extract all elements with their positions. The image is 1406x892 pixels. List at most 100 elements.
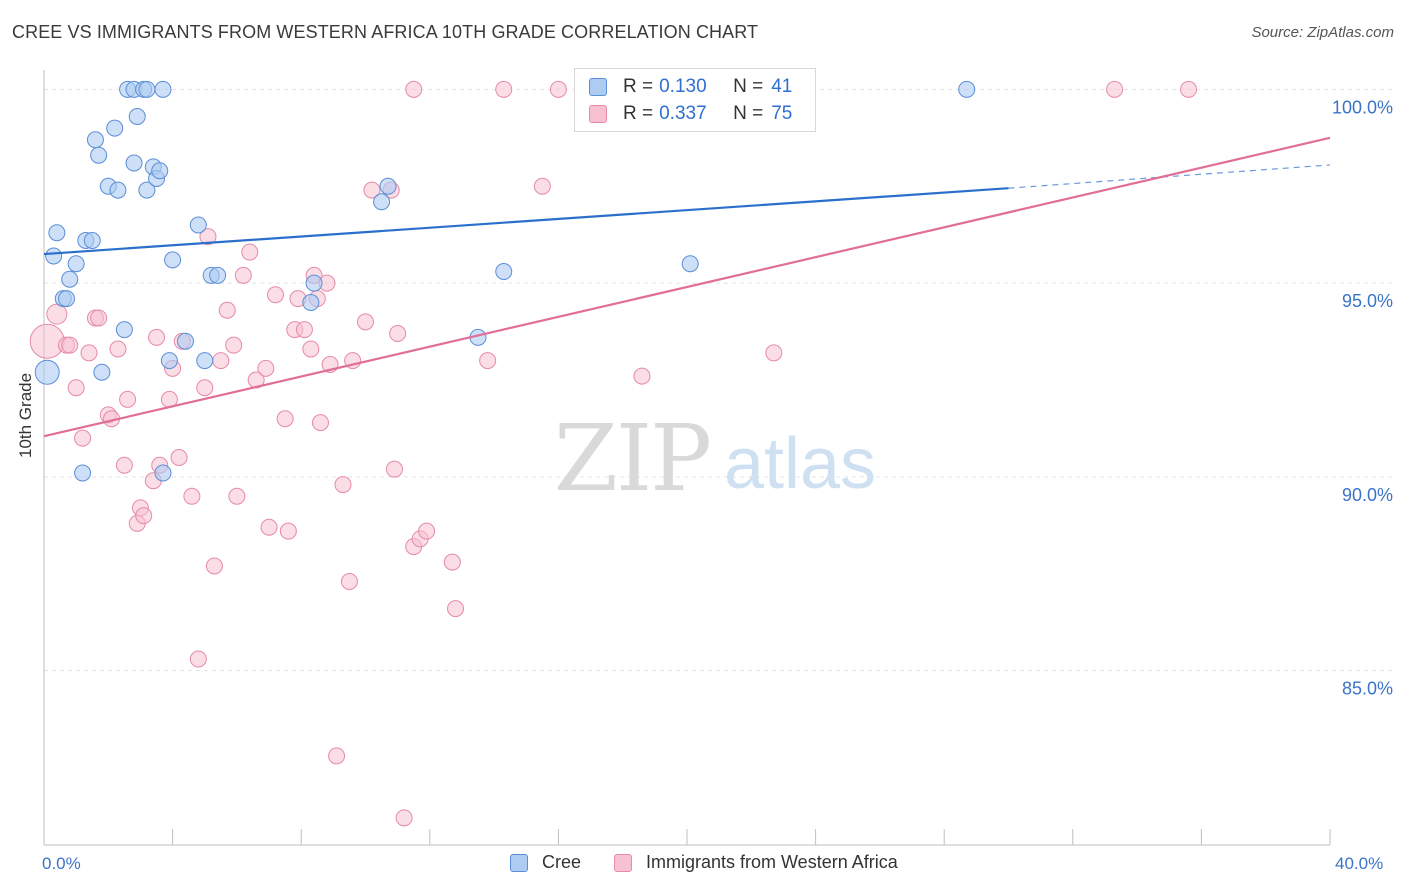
- cree-point: [160, 352, 178, 370]
- cree-point: [164, 251, 182, 269]
- x-tick-min: 0.0%: [42, 854, 81, 873]
- cree-point: [115, 321, 133, 339]
- legend-row-immigrants: R = 0.337 N = 75: [589, 102, 792, 126]
- cree-point: [106, 119, 124, 137]
- immigrants-point: [199, 228, 217, 246]
- cree-point: [151, 162, 169, 180]
- cree-point: [83, 232, 101, 249]
- immigrants-point: [119, 390, 137, 408]
- cree-point: [495, 263, 513, 280]
- immigrants-point: [340, 573, 358, 590]
- cree-swatch: [589, 78, 607, 96]
- immigrants-point: [228, 487, 246, 505]
- trend-lines: [43, 136, 1331, 438]
- cree-point: [138, 80, 156, 98]
- y-tick-label: 90.0%: [1342, 485, 1393, 505]
- immigrants-point: [46, 303, 68, 325]
- immigrants-point: [1180, 80, 1198, 98]
- immigrants-point: [80, 344, 98, 362]
- cree-point: [209, 266, 227, 284]
- immigrants-point: [115, 456, 133, 474]
- immigrants-point: [61, 336, 79, 354]
- immigrants-point: [295, 321, 313, 339]
- y-tick-label: 100.0%: [1332, 97, 1393, 117]
- bottom-immigrants-label: Immigrants from Western Africa: [646, 852, 898, 872]
- immigrants-point: [389, 325, 407, 342]
- immigrants-r-value: 0.337: [659, 103, 707, 124]
- immigrants-r-label: R =: [623, 103, 654, 124]
- watermark: ZIP atlas: [554, 405, 876, 512]
- x-tick-max: 40.0%: [1335, 854, 1384, 873]
- bottom-legend-immigrants: Immigrants from Western Africa: [614, 852, 898, 873]
- cree-point: [305, 274, 323, 292]
- y-tick-label: 95.0%: [1342, 291, 1393, 311]
- cree-point: [48, 224, 66, 242]
- immigrants-n-value: 75: [771, 103, 793, 124]
- immigrants-point: [260, 518, 278, 536]
- cree-point: [34, 359, 60, 385]
- immigrants-point: [549, 80, 567, 98]
- immigrants-point: [196, 379, 214, 397]
- immigrants-point: [241, 243, 259, 261]
- cree-point: [154, 464, 172, 482]
- y-tick-label: 85.0%: [1342, 679, 1393, 699]
- immigrants-n-label: N =: [733, 103, 764, 124]
- immigrants-point: [257, 359, 275, 377]
- immigrants-point: [418, 522, 436, 540]
- immigrants-point: [170, 449, 188, 466]
- immigrants-point: [266, 286, 284, 304]
- cree-point: [109, 181, 127, 199]
- cree-trend-line: [43, 187, 1009, 256]
- immigrants-point: [311, 414, 329, 432]
- immigrants-point: [279, 522, 297, 540]
- cree-point: [86, 131, 104, 149]
- cree-point: [189, 216, 207, 234]
- immigrants-point: [109, 340, 127, 358]
- immigrants-point: [148, 328, 166, 346]
- immigrants-point: [205, 557, 223, 575]
- cree-point: [74, 464, 92, 482]
- immigrants-point: [328, 747, 346, 765]
- immigrants-point: [495, 80, 513, 98]
- cree-point: [67, 255, 85, 273]
- bottom-cree-swatch: [510, 853, 528, 872]
- legend-row-cree: R = 0.130 N = 41: [589, 75, 792, 99]
- immigrants-point: [74, 429, 92, 447]
- immigrants-point: [135, 507, 153, 525]
- immigrants-point: [533, 177, 551, 195]
- immigrants-point: [405, 80, 423, 98]
- cree-r-value: 0.130: [659, 76, 707, 97]
- immigrants-point: [479, 352, 497, 370]
- immigrants-point: [334, 476, 352, 494]
- immigrants-trend-line: [43, 136, 1331, 438]
- cree-point: [373, 193, 391, 211]
- bottom-immigrants-swatch: [614, 853, 632, 872]
- immigrants-point: [189, 650, 207, 668]
- grid-lines: [44, 88, 1394, 672]
- bottom-cree-label: Cree: [542, 852, 582, 872]
- immigrants-point: [212, 352, 230, 370]
- immigrants-point: [90, 309, 108, 327]
- cree-point: [128, 108, 146, 125]
- immigrants-point: [1106, 80, 1124, 98]
- bottom-legend-cree: Cree: [510, 852, 581, 873]
- cree-n-label: N =: [733, 76, 764, 97]
- immigrants-point: [225, 336, 243, 354]
- immigrants-point: [183, 487, 201, 505]
- immigrants-points: [29, 80, 1198, 827]
- watermark-zip: ZIP: [554, 405, 710, 512]
- cree-n-value: 41: [771, 76, 793, 97]
- cree-point: [176, 332, 194, 350]
- cree-point: [154, 80, 172, 98]
- immigrants-point: [765, 344, 783, 362]
- cree-point: [125, 154, 143, 172]
- immigrants-point: [234, 266, 252, 284]
- y-tick-labels: 85.0% 90.0% 95.0% 100.0%: [1332, 97, 1393, 698]
- immigrants-point: [302, 340, 320, 358]
- immigrants-point: [357, 313, 374, 331]
- source-label: Source: ZipAtlas.com: [1251, 24, 1394, 41]
- cree-point: [61, 270, 79, 288]
- cree-points: [34, 80, 976, 482]
- y-axis-label: 10th Grade: [16, 372, 35, 458]
- immigrants-swatch: [589, 105, 607, 123]
